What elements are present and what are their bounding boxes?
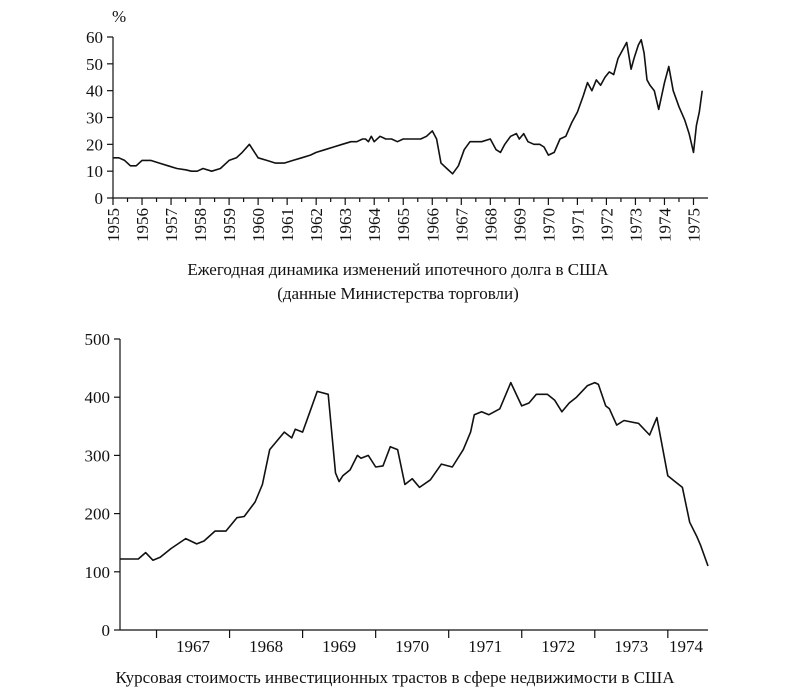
x-tick-label: 1975 [684,208,703,242]
x-tick-label: 1971 [468,637,502,656]
x-tick-label: 1966 [423,208,442,242]
x-tick-label: 1969 [322,637,356,656]
x-tick-label: 1972 [597,208,616,242]
x-tick-label: 1967 [176,637,211,656]
series-line [120,381,709,567]
x-tick-label: 1974 [655,208,674,243]
x-tick-label: 1955 [104,208,123,242]
chart-title: Ежегодная динамика изменений ипотечного … [187,260,609,279]
mortgage-debt-chart: % 0 10 20 30 40 50 60 1955 1956 1957 1958 1959 1960… [86,7,708,303]
x-tick-label: 1974 [669,637,704,656]
y-tick-label: 0 [95,189,104,208]
x-tick-label: 1972 [541,637,575,656]
series [120,381,709,567]
y-tick-label: 10 [86,162,103,181]
x-tick-label: 1968 [481,208,500,242]
y-tick-label: 50 [86,55,103,74]
y-tick-label: 30 [86,109,103,128]
unit-label: % [112,7,126,26]
x-tick-label: 1962 [307,208,326,242]
y-tick-label: 0 [102,621,111,640]
x-tick-label: 1964 [365,208,384,243]
reit-price-chart: 0 100 200 300 400 500 1967 1968 1969 1970 1971 197… [85,330,709,687]
x-tick-label: 1968 [249,637,283,656]
y-tick-label: 200 [85,505,111,524]
y-tick-label: 40 [86,82,103,101]
x-tick-label: 1970 [395,637,429,656]
x-ticks: 1967 1968 1969 1970 1971 1972 1973 1974 [155,630,704,656]
x-tick-label: 1971 [568,208,587,242]
y-ticks: 0 10 20 30 40 50 60 [86,28,113,208]
x-tick-label: 1965 [394,208,413,242]
x-tick-label: 1973 [626,208,645,242]
axes [112,37,708,199]
x-tick-label: 1967 [452,208,471,243]
x-tick-label: 1958 [191,208,210,242]
series-line [113,38,703,175]
x-tick-label: 1956 [133,208,152,242]
series [113,38,703,175]
x-ticks: 1955 1956 1957 1958 1959 1960 1961 1962 1963 1964… [104,198,703,242]
x-tick-label: 1957 [162,208,181,243]
axes [119,339,708,631]
x-tick-label: 1960 [249,208,268,242]
chart-title: Курсовая стоимость инвестиционных трасто… [116,668,676,687]
y-tick-label: 300 [85,446,111,465]
y-tick-label: 500 [85,330,111,349]
x-tick-label: 1959 [220,208,239,242]
x-tick-label: 1961 [278,208,297,242]
y-tick-label: 20 [86,135,103,154]
x-tick-label: 1963 [336,208,355,242]
y-tick-label: 400 [85,388,111,407]
y-tick-label: 60 [86,28,103,47]
y-ticks: 0 100 200 300 400 500 [85,330,120,640]
y-tick-label: 100 [85,563,111,582]
x-tick-label: 1969 [510,208,529,242]
x-tick-label: 1970 [539,208,558,242]
chart-subtitle: (данные Министерства торговли) [277,284,519,303]
x-tick-label: 1973 [614,637,648,656]
